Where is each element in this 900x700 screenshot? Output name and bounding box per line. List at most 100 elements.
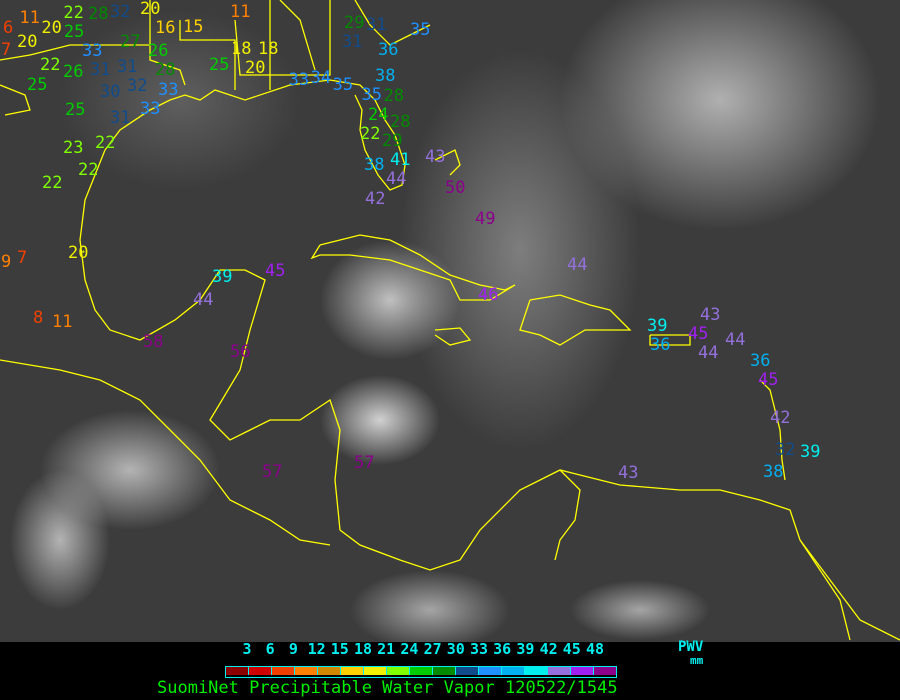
station-pwv-value: 31 <box>117 56 138 77</box>
station-pwv-value: 44 <box>193 289 214 310</box>
station-pwv-value: 32 <box>775 439 796 460</box>
legend-tick: 36 <box>493 640 512 658</box>
station-pwv-value: 43 <box>425 146 446 167</box>
station-pwv-value: 42 <box>770 407 791 428</box>
map-title: SuomiNet Precipitable Water Vapor 120522… <box>157 678 618 698</box>
coastline <box>759 379 786 481</box>
station-pwv-value: 9 <box>1 251 12 272</box>
legend-tick: 45 <box>562 640 581 658</box>
coastline <box>149 0 186 86</box>
coastline <box>434 327 472 346</box>
legend-tick: 24 <box>400 640 419 658</box>
station-pwv-value: 20 <box>245 58 266 79</box>
station-pwv-value: 31 <box>110 107 131 128</box>
coastline <box>104 79 406 191</box>
station-pwv-value: 20 <box>68 242 89 263</box>
station-pwv-value: 11 <box>230 1 251 22</box>
legend-tick: 18 <box>353 640 373 658</box>
station-pwv-value: 50 <box>445 177 466 198</box>
station-pwv-value: 6 <box>3 17 14 38</box>
coastline <box>234 19 271 90</box>
station-pwv-value: 22 <box>78 159 99 180</box>
station-pwv-value: 36 <box>650 335 671 355</box>
station-pwv-value: 18 <box>231 39 252 59</box>
station-pwv-value: 27 <box>120 31 141 52</box>
legend-tick: 15 <box>330 640 349 658</box>
legend-unit-mm: mm <box>690 654 704 667</box>
legend-tick: 39 <box>516 640 535 658</box>
station-pwv-value: 24 <box>368 105 389 126</box>
station-pwv-value: 22 <box>95 132 116 153</box>
station-pwv-value: 43 <box>618 462 639 483</box>
coastline <box>279 0 316 71</box>
station-pwv-value: 28 <box>390 112 411 133</box>
station-pwv-value: 35 <box>332 74 354 95</box>
legend-swatch <box>226 667 249 675</box>
station-pwv-value: 26 <box>148 41 169 61</box>
station-pwv-value: 28 <box>155 60 176 80</box>
station-pwv-value: 32 <box>127 75 148 96</box>
station-pwv-value: 44 <box>386 169 407 190</box>
station-pwv-value: 35 <box>361 85 382 106</box>
station-pwv-value: 35 <box>410 19 431 40</box>
legend-swatch <box>341 667 364 675</box>
station-pwv-value: 41 <box>390 150 411 171</box>
station-pwv-value: 22 <box>63 2 84 23</box>
station-pwv-value: 34 <box>310 67 332 88</box>
station-pwv-value: 11 <box>19 7 40 28</box>
station-pwv-value: 22 <box>42 172 63 193</box>
station-pwv-value: 32 <box>110 1 131 22</box>
legend-swatch <box>525 667 548 675</box>
station-pwv-value: 31 <box>90 60 111 81</box>
station-pwv-value: 38 <box>375 66 396 87</box>
coastline <box>179 20 236 90</box>
station-pwv-value: 11 <box>52 311 73 332</box>
legend-swatch <box>571 667 594 675</box>
station-pwv-value: 8 <box>33 307 44 328</box>
station-pwv-value: 45 <box>265 260 286 281</box>
station-pwv-value: 39 <box>647 316 668 336</box>
station-pwv-value: 23 <box>63 137 84 158</box>
legend-tick: 6 <box>265 640 275 658</box>
satellite-map: 11 20 20 25 22 28 32 20 16 15 33 27 26 28 22 26 31 31 30 32… <box>0 0 900 642</box>
legend-swatch <box>272 667 295 675</box>
legend-swatch <box>502 667 525 675</box>
legend-tick: 42 <box>539 640 558 658</box>
station-pwv-value: 46 <box>478 284 499 305</box>
legend-swatch <box>364 667 387 675</box>
station-pwv-value: 44 <box>698 342 719 363</box>
legend-tick: 27 <box>423 640 442 658</box>
station-pwv-value: 33 <box>140 99 161 119</box>
legend-swatch <box>249 667 272 675</box>
station-pwv-value: 56 <box>230 341 251 362</box>
legend-tick: 12 <box>307 640 326 658</box>
station-pwv-value: 29 <box>344 12 365 33</box>
station-pwv-value: 45 <box>758 370 779 390</box>
legend-swatch <box>548 667 571 675</box>
station-pwv-value: 20 <box>17 31 38 52</box>
station-pwv-value: 31 <box>342 31 363 52</box>
legend-swatch <box>295 667 318 675</box>
station-pwv-value: 30 <box>100 81 121 102</box>
station-pwv-value: 25 <box>63 22 85 43</box>
coastline <box>0 44 150 61</box>
station-pwv-value: 29 <box>382 131 403 152</box>
station-pwv-value: 38 <box>364 154 385 175</box>
station-pwv-value: 28 <box>88 3 109 24</box>
station-pwv-value: 39 <box>212 266 233 287</box>
coastline <box>79 149 851 641</box>
coastline <box>519 294 632 346</box>
station-pwv-value: 44 <box>567 254 588 275</box>
station-pwv-value: 20 <box>140 0 161 19</box>
coastline <box>310 234 516 301</box>
coastline <box>799 539 900 641</box>
legend-swatch <box>433 667 456 675</box>
legend-tick: 33 <box>469 640 489 658</box>
station-pwv-value: 28 <box>383 86 404 107</box>
legend-tick: 30 <box>446 640 465 658</box>
legend-color-bar <box>225 666 617 678</box>
station-pwv-value: 7 <box>1 39 12 60</box>
coastline <box>354 0 431 46</box>
station-pwv-value: 38 <box>763 461 784 482</box>
station-pwv-value: 25 <box>209 54 230 75</box>
